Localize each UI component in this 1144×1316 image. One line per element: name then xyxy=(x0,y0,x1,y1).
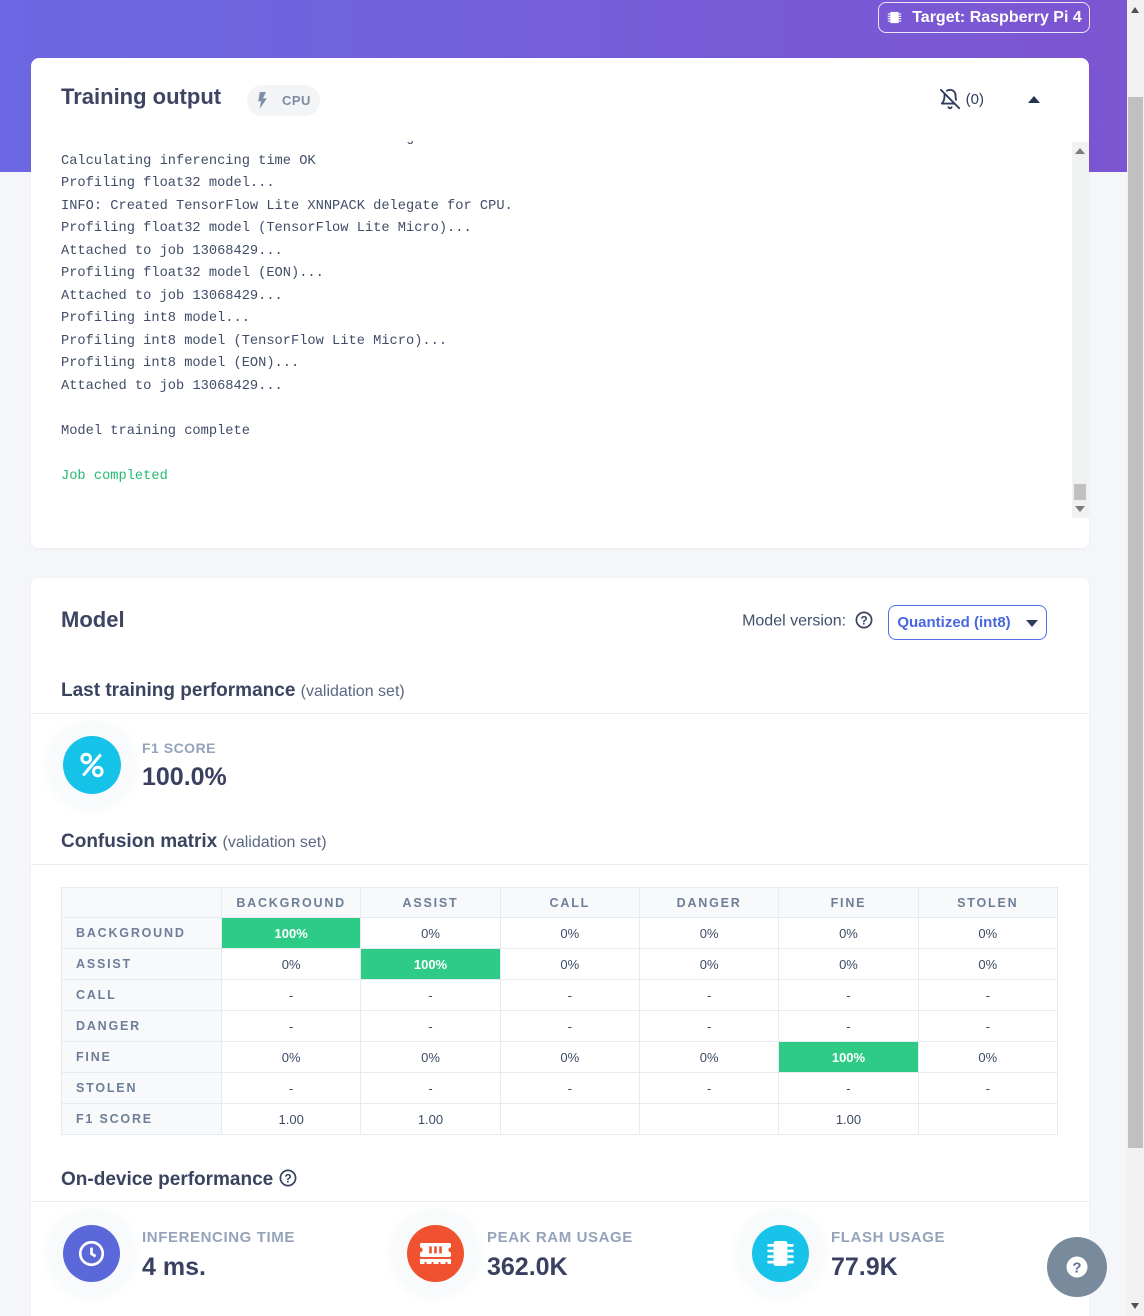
svg-text:?: ? xyxy=(1072,1260,1081,1277)
svg-text:?: ? xyxy=(860,613,867,627)
svg-text:?: ? xyxy=(284,1171,291,1185)
